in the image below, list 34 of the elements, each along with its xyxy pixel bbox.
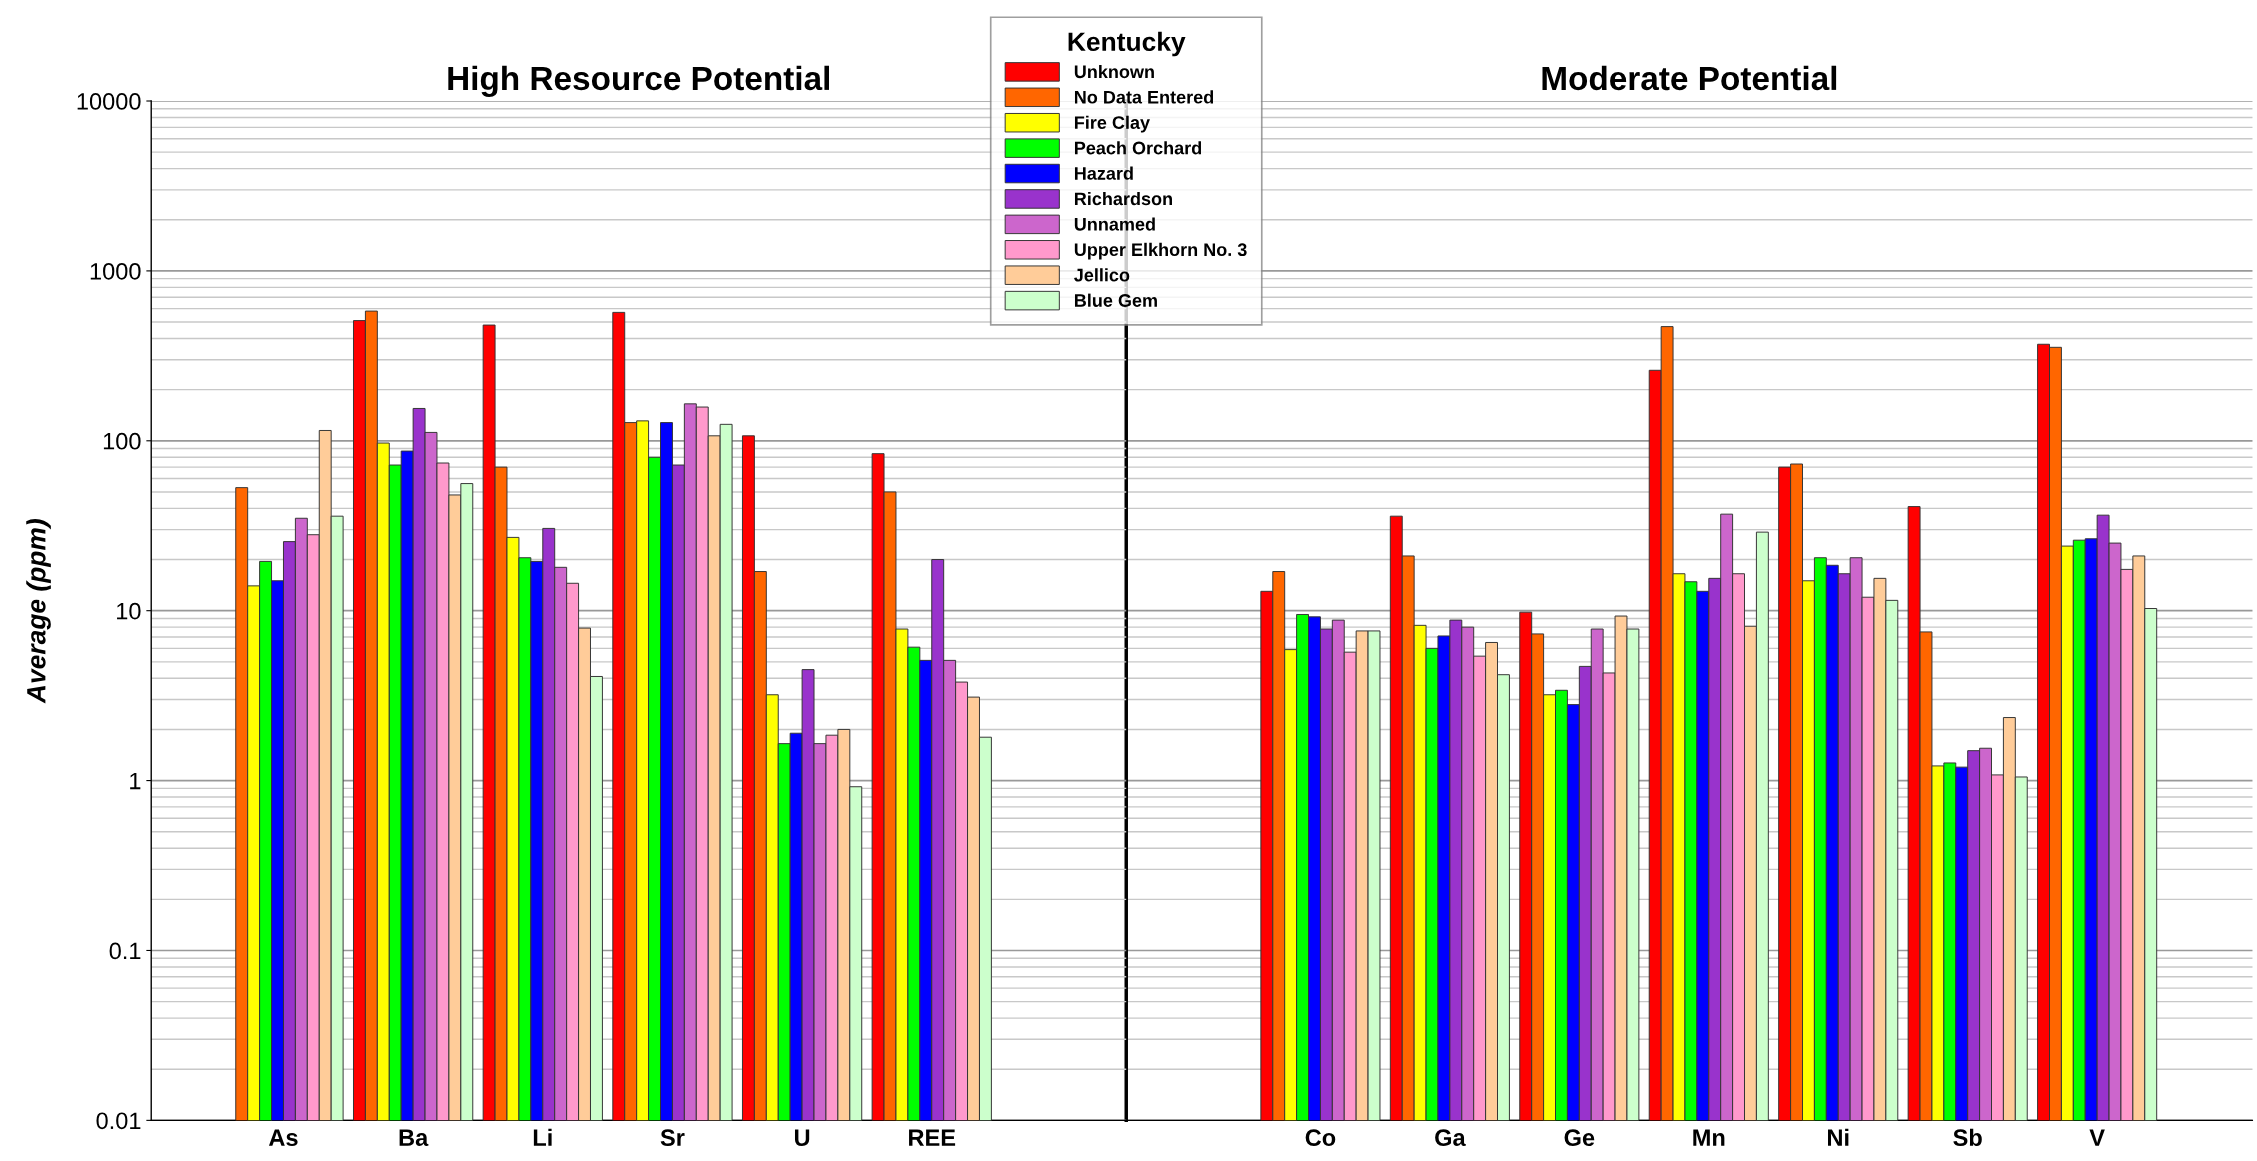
legend-label: Hazard	[1074, 166, 1133, 180]
x-tick-label: Co	[1305, 1129, 1336, 1147]
legend-label: Unnamed	[1074, 217, 1155, 231]
chart-title: High Resource Potential	[448, 65, 830, 97]
x-tick-label: As	[268, 1129, 298, 1147]
x-tick-label: Mn	[1693, 1129, 1725, 1146]
legend-label: Jellico	[1074, 268, 1130, 282]
x-tick-label: Ga	[1435, 1129, 1466, 1147]
y-tick-label: 1	[130, 772, 141, 790]
x-tick-label: U	[794, 1129, 810, 1147]
x-tick-label: Sr	[660, 1129, 685, 1147]
legend-label: No Data Entered	[1074, 90, 1214, 104]
x-tick-label: Sb	[1953, 1128, 1982, 1147]
legend-label: Unknown	[1074, 64, 1154, 79]
x-tick-label: Ni	[1828, 1128, 1849, 1146]
chart-title: Moderate Potential	[1542, 65, 1837, 91]
legend-label: Peach Orchard	[1074, 141, 1202, 155]
y-tick-label: 10	[117, 602, 141, 620]
y-tick-label: 1000	[90, 262, 141, 280]
y-tick-label: 0.1	[109, 942, 141, 960]
y-axis-title: Average (ppm)	[26, 519, 51, 704]
legend-label: Blue Gem	[1074, 293, 1157, 307]
x-tick-label: V	[2089, 1129, 2105, 1146]
x-tick-label: Ba	[399, 1129, 429, 1147]
x-tick-label: REE	[909, 1129, 956, 1146]
legend-label: Fire Clay	[1074, 115, 1150, 133]
x-tick-label: Ge	[1564, 1129, 1595, 1147]
legend-label: Richardson	[1074, 191, 1172, 206]
legend-title: Kentucky	[1068, 31, 1186, 57]
y-tick-label: 100	[103, 432, 141, 450]
legend-label: Upper Elkhorn No. 3	[1074, 242, 1247, 260]
y-tick-label: 10000	[77, 93, 141, 110]
x-tick-label: Li	[533, 1128, 552, 1146]
y-tick-label: 0.01	[96, 1112, 141, 1130]
